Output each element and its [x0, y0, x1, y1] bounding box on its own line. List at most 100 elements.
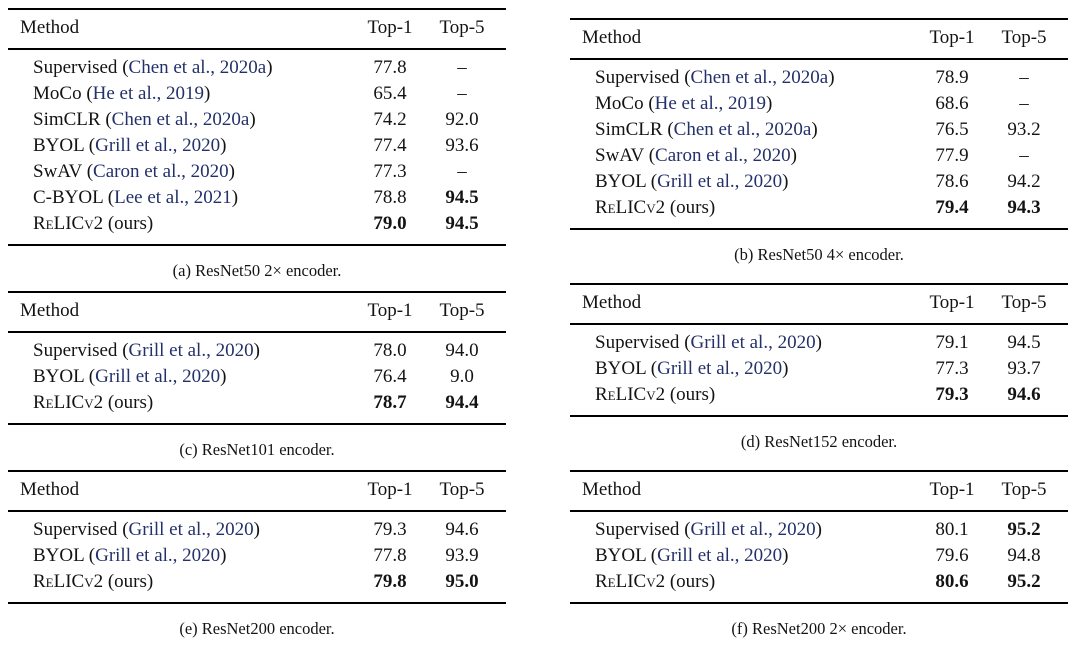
method-cell: ReLICv2 (ours) — [33, 391, 154, 413]
top1-value: 77.8 — [373, 56, 407, 78]
top1-value: 65.4 — [373, 82, 407, 104]
method-name: MoCo — [33, 82, 82, 104]
citation-link[interactable]: Grill et al., 2020 — [95, 545, 221, 566]
method-name: Supervised — [33, 339, 118, 361]
citation-link[interactable]: Chen et al., 2020a — [690, 66, 829, 88]
top5-value: 93.7 — [1007, 357, 1041, 379]
subtable-f: Method Top-1 Top-5 Supervised (Grill et … — [570, 470, 1068, 639]
top5-value: 94.4 — [445, 391, 479, 413]
top1-value: 79.0 — [373, 212, 407, 234]
subtable-caption: (f) ResNet200 2× encoder. — [731, 619, 907, 638]
column-header-top5: Top-5 — [1001, 292, 1047, 314]
table-row: Supervised (Grill et al., 2020) 80.1 95.2 — [582, 517, 1060, 543]
method-cell: SimCLR (Chen et al., 2020a) — [33, 108, 256, 130]
table-bottom-rule — [8, 602, 506, 604]
citation-link[interactable]: Grill et al., 2020 — [657, 357, 783, 379]
method-cell: Supervised (Grill et al., 2020) — [595, 331, 822, 353]
subtable-a: Method Top-1 Top-5 Supervised (Chen et a… — [8, 8, 506, 281]
method-cell: SwAV (Caron et al., 2020) — [33, 160, 235, 182]
method-cell: BYOL (Grill et al., 2020) — [595, 357, 789, 379]
citation-link[interactable]: Caron et al., 2020 — [655, 144, 791, 166]
top5-value: 94.6 — [1007, 383, 1041, 405]
subtable-caption: (b) ResNet50 4× encoder. — [734, 244, 904, 264]
citation-link[interactable]: Grill et al., 2020 — [95, 134, 221, 156]
citation-link[interactable]: Grill et al., 2020 — [95, 365, 221, 387]
citation-link[interactable]: Caron et al., 2020 — [93, 160, 229, 182]
table-row: SwAV (Caron et al., 2020) 77.3 – — [20, 159, 498, 185]
table-bottom-rule — [8, 243, 506, 246]
citation-link[interactable]: Chen et al., 2020a — [128, 56, 267, 78]
citation-link[interactable]: He et al., 2019 — [654, 92, 766, 114]
table-top-rule — [8, 291, 506, 294]
method-name: Supervised — [33, 519, 118, 540]
method-cell: Supervised (Grill et al., 2020) — [595, 519, 822, 540]
table-body: Supervised (Chen et al., 2020a) 77.8– MoCo… — [8, 50, 506, 244]
top5-value: 92.0 — [445, 108, 479, 130]
citation-link[interactable]: Grill et al., 2020 — [690, 331, 816, 353]
top5-value: 95.0 — [445, 571, 479, 592]
subtable-caption: (a) ResNet50 2× encoder. — [172, 260, 342, 280]
table-body: Supervised (Grill et al., 2020) 79.3 94.6 B… — [8, 512, 506, 602]
method-cell: MoCo (He et al., 2019) — [33, 82, 211, 104]
method-cell: ReLICv2 (ours) — [33, 212, 154, 234]
citation-link[interactable]: Grill et al., 2020 — [690, 519, 816, 540]
citation-link[interactable]: Chen et al., 2020a — [673, 118, 812, 140]
table-header-row: Method Top-1 Top-5 — [570, 20, 1068, 58]
table-top-rule — [570, 18, 1068, 20]
subtable-caption: (e) ResNet200 encoder. — [179, 619, 335, 638]
table-row: Supervised (Grill et al., 2020) 79.3 94.6 — [20, 517, 498, 543]
top1-value: 77.3 — [373, 160, 407, 182]
table-row: SimCLR (Chen et al., 2020a) 74.2 92.0 — [20, 107, 498, 133]
table-row: C-BYOL (Lee et al., 2021) 78.8 94.5 — [20, 185, 498, 211]
column-header-top1: Top-1 — [367, 300, 413, 322]
method-cell: ReLICv2 (ours) — [33, 571, 154, 592]
column-header-method: Method — [582, 479, 642, 501]
top1-value: 80.6 — [935, 571, 969, 592]
citation-link[interactable]: He et al., 2019 — [92, 82, 204, 104]
citation-link[interactable]: Grill et al., 2020 — [657, 170, 783, 192]
citation-link[interactable]: Grill et al., 2020 — [128, 339, 254, 361]
table-row: BYOL (Grill et al., 2020) 77.3 93.7 — [582, 356, 1060, 382]
top5-value: – — [1019, 66, 1029, 88]
top1-value: 78.8 — [373, 186, 407, 208]
table-row: ReLICv2 (ours) 79.4 94.3 — [582, 195, 1060, 221]
method-cell: SwAV (Caron et al., 2020) — [595, 144, 797, 166]
table-top-rule — [570, 283, 1068, 286]
method-name: SwAV — [33, 160, 82, 182]
table-bottom-rule — [570, 227, 1068, 230]
method-cell: BYOL (Grill et al., 2020) — [595, 545, 789, 566]
method-name: BYOL — [595, 545, 647, 566]
table-mid-rule — [570, 323, 1068, 325]
method-name: MoCo — [595, 92, 644, 114]
method-name: SwAV — [595, 144, 644, 166]
method-name: Supervised — [595, 519, 680, 540]
method-cell: ReLICv2 (ours) — [595, 196, 716, 218]
subtable-caption: (d) ResNet152 encoder. — [740, 431, 898, 451]
table-row: BYOL (Grill et al., 2020) 77.4 93.6 — [20, 133, 498, 159]
method-name: BYOL — [33, 365, 85, 387]
method-cell: Supervised (Grill et al., 2020) — [33, 519, 260, 540]
citation-link[interactable]: Chen et al., 2020a — [111, 108, 250, 130]
citation-link[interactable]: Grill et al., 2020 — [128, 519, 254, 540]
method-cell: BYOL (Grill et al., 2020) — [33, 134, 227, 156]
table-row: Supervised (Chen et al., 2020a) 78.9 – — [582, 65, 1060, 91]
top5-value: 94.5 — [445, 186, 479, 208]
table-top-rule — [8, 8, 506, 10]
method-name: Supervised — [595, 331, 680, 353]
citation-link[interactable]: Grill et al., 2020 — [657, 545, 783, 566]
citation-link[interactable]: Lee et al., 2021 — [114, 186, 232, 208]
table-mid-rule — [8, 48, 506, 50]
table-bottom-rule — [570, 602, 1068, 604]
top1-value: 77.4 — [373, 134, 407, 156]
method-name: Supervised — [33, 56, 118, 78]
subtable-e: Method Top-1 Top-5 Supervised (Grill et … — [8, 470, 506, 639]
top5-value: 94.5 — [445, 212, 479, 234]
table-mid-rule — [570, 510, 1068, 512]
method-name: BYOL — [33, 134, 85, 156]
table-row: MoCo (He et al., 2019) 68.6 – — [582, 91, 1060, 117]
column-header-top1: Top-1 — [929, 292, 975, 314]
top5-value: 94.8 — [1007, 545, 1041, 566]
column-header-method: Method — [582, 292, 642, 314]
top5-value: 9.0 — [450, 365, 474, 387]
